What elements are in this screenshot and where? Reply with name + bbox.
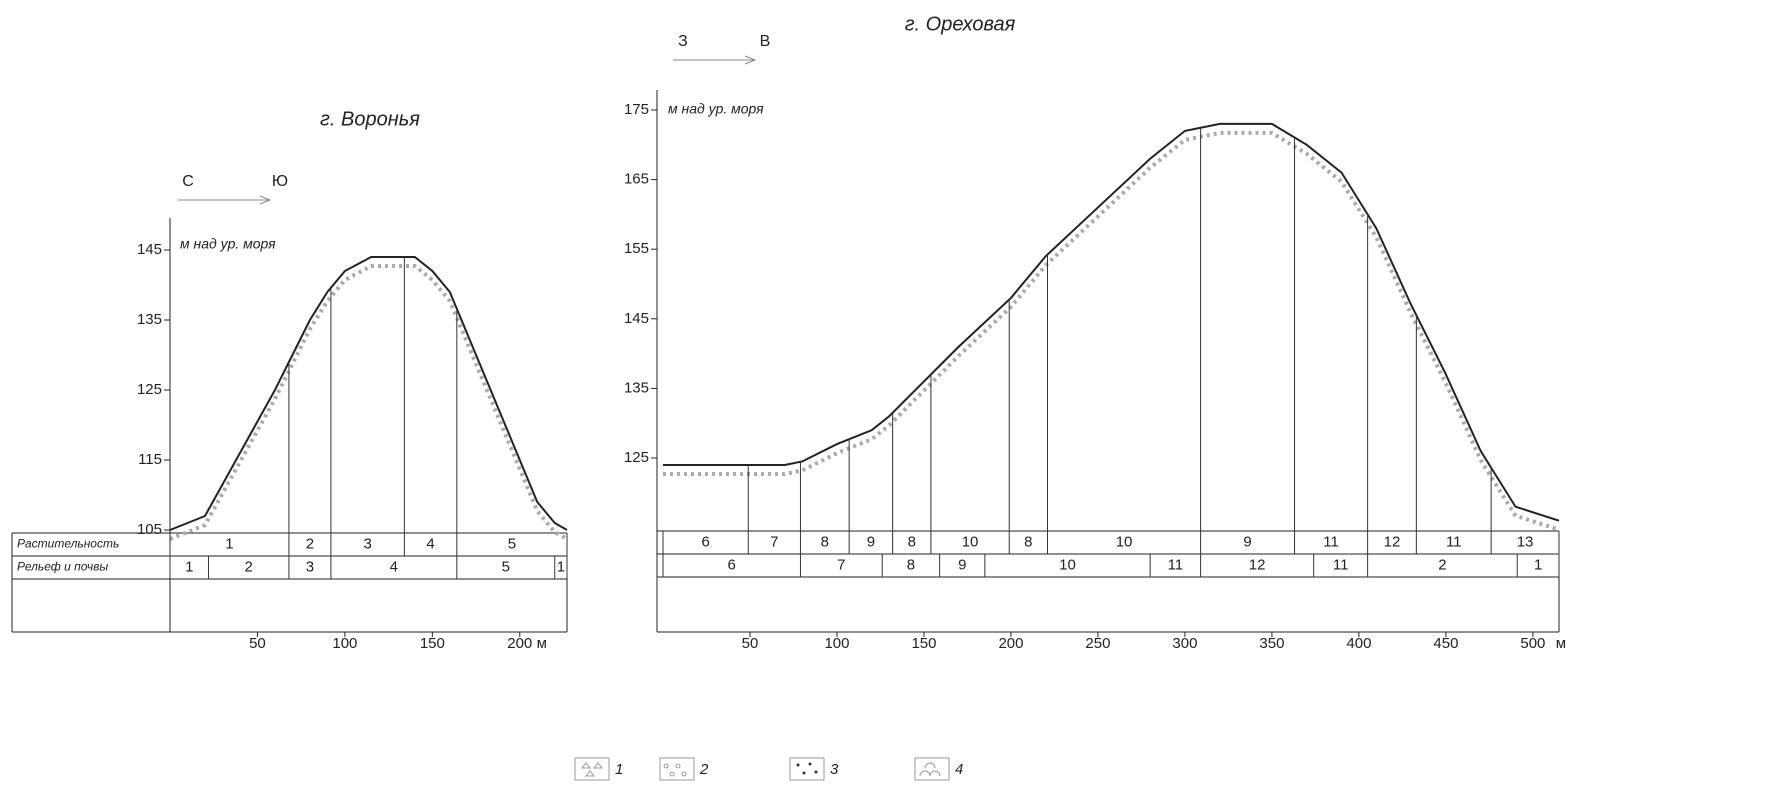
zone-label: 12	[1384, 533, 1401, 550]
x-tick-label: 150	[911, 635, 936, 652]
zone-label: 8	[821, 533, 829, 550]
zone-label: 11	[1323, 533, 1339, 550]
zone-label: 13	[1517, 533, 1534, 550]
x-tick-label: 100	[332, 635, 357, 652]
y-tick-label: 145	[137, 241, 162, 258]
y-tick-label: 125	[137, 381, 162, 398]
x-unit: м	[537, 635, 547, 652]
x-tick-label: 50	[742, 635, 759, 652]
pattern-4	[919, 762, 941, 777]
zone-label: 10	[1059, 556, 1076, 573]
direction-arrow	[178, 195, 272, 205]
legend-label: 3	[830, 761, 839, 778]
legend-box	[574, 757, 610, 781]
zone-label: 10	[962, 533, 979, 550]
zone-label: 5	[502, 558, 510, 575]
x-tick-label: 400	[1346, 635, 1371, 652]
zone-label: 1	[1534, 556, 1542, 573]
zone-label: 8	[1024, 533, 1032, 550]
profile-line	[663, 122, 1560, 522]
soil-hatch	[169, 264, 568, 541]
zone-label: 2	[245, 558, 253, 575]
x-tick-label: 350	[1259, 635, 1284, 652]
zone-label: 2	[1438, 556, 1446, 573]
direction-arrow	[673, 55, 757, 65]
y-tick-label: 155	[624, 240, 649, 257]
y-tick-label: 165	[624, 171, 649, 188]
zone-label: 1	[557, 558, 565, 575]
y-axis-label: м над ур. моря	[180, 236, 276, 252]
x-unit: м	[1556, 635, 1566, 652]
row-name: Рельеф и почвы	[17, 560, 108, 574]
pattern-2	[663, 763, 687, 777]
y-tick-label: 125	[624, 449, 649, 466]
row-name: Растительность	[17, 537, 119, 551]
zone-label: 10	[1116, 533, 1133, 550]
profile-line	[169, 256, 568, 531]
zone-label: 11	[1446, 533, 1462, 550]
zone-label: 7	[770, 533, 778, 550]
pattern-1	[580, 762, 604, 777]
direction-label: С	[182, 173, 194, 190]
y-tick-label: 145	[624, 310, 649, 327]
x-tick-label: 250	[1085, 635, 1110, 652]
direction-label: З	[678, 33, 688, 50]
zone-label: 4	[390, 558, 398, 575]
x-tick-label: 50	[249, 635, 266, 652]
zone-label: 9	[867, 533, 875, 550]
x-tick-label: 450	[1433, 635, 1458, 652]
y-tick-label: 135	[624, 379, 649, 396]
direction-label: Ю	[272, 173, 288, 190]
y-tick-label: 105	[137, 521, 162, 538]
x-tick-label: 200	[998, 635, 1023, 652]
zone-label: 12	[1249, 556, 1266, 573]
zone-label: 8	[907, 556, 915, 573]
zone-label: 2	[306, 535, 314, 552]
x-tick-label: 200	[507, 635, 532, 652]
legend-box	[789, 757, 825, 781]
zone-label: 3	[306, 558, 314, 575]
legend-label: 1	[615, 761, 623, 778]
zone-label: 9	[958, 556, 966, 573]
zone-label: 3	[363, 535, 371, 552]
legend-label: 2	[699, 761, 709, 778]
zone-label: 7	[837, 556, 845, 573]
x-tick-label: 500	[1520, 635, 1545, 652]
y-tick-label: 115	[138, 451, 162, 468]
pattern-3	[796, 762, 818, 775]
y-axis-label: м над ур. моря	[668, 101, 764, 117]
legend-label: 4	[955, 761, 963, 778]
zone-label: 9	[1243, 533, 1251, 550]
chart-title: г. Ореховая	[905, 13, 1016, 35]
zone-label: 1	[225, 535, 233, 552]
y-tick-label: 135	[137, 311, 162, 328]
zone-label: 6	[728, 556, 736, 573]
zone-label: 11	[1333, 556, 1349, 573]
zone-label: 8	[908, 533, 916, 550]
zone-label: 11	[1168, 556, 1184, 573]
x-tick-label: 150	[420, 635, 445, 652]
zone-label: 4	[426, 535, 434, 552]
y-tick-label: 175	[624, 101, 649, 118]
x-tick-label: 100	[824, 635, 849, 652]
zone-label: 5	[508, 535, 516, 552]
soil-hatch	[663, 130, 1560, 532]
zone-label: 6	[701, 533, 709, 550]
x-tick-label: 300	[1172, 635, 1197, 652]
legend-box	[914, 757, 950, 781]
chart-title: г. Воронья	[320, 108, 420, 130]
legend-box	[659, 757, 695, 781]
direction-label: В	[760, 33, 771, 50]
zone-label: 1	[185, 558, 193, 575]
legend-icons	[574, 757, 950, 781]
